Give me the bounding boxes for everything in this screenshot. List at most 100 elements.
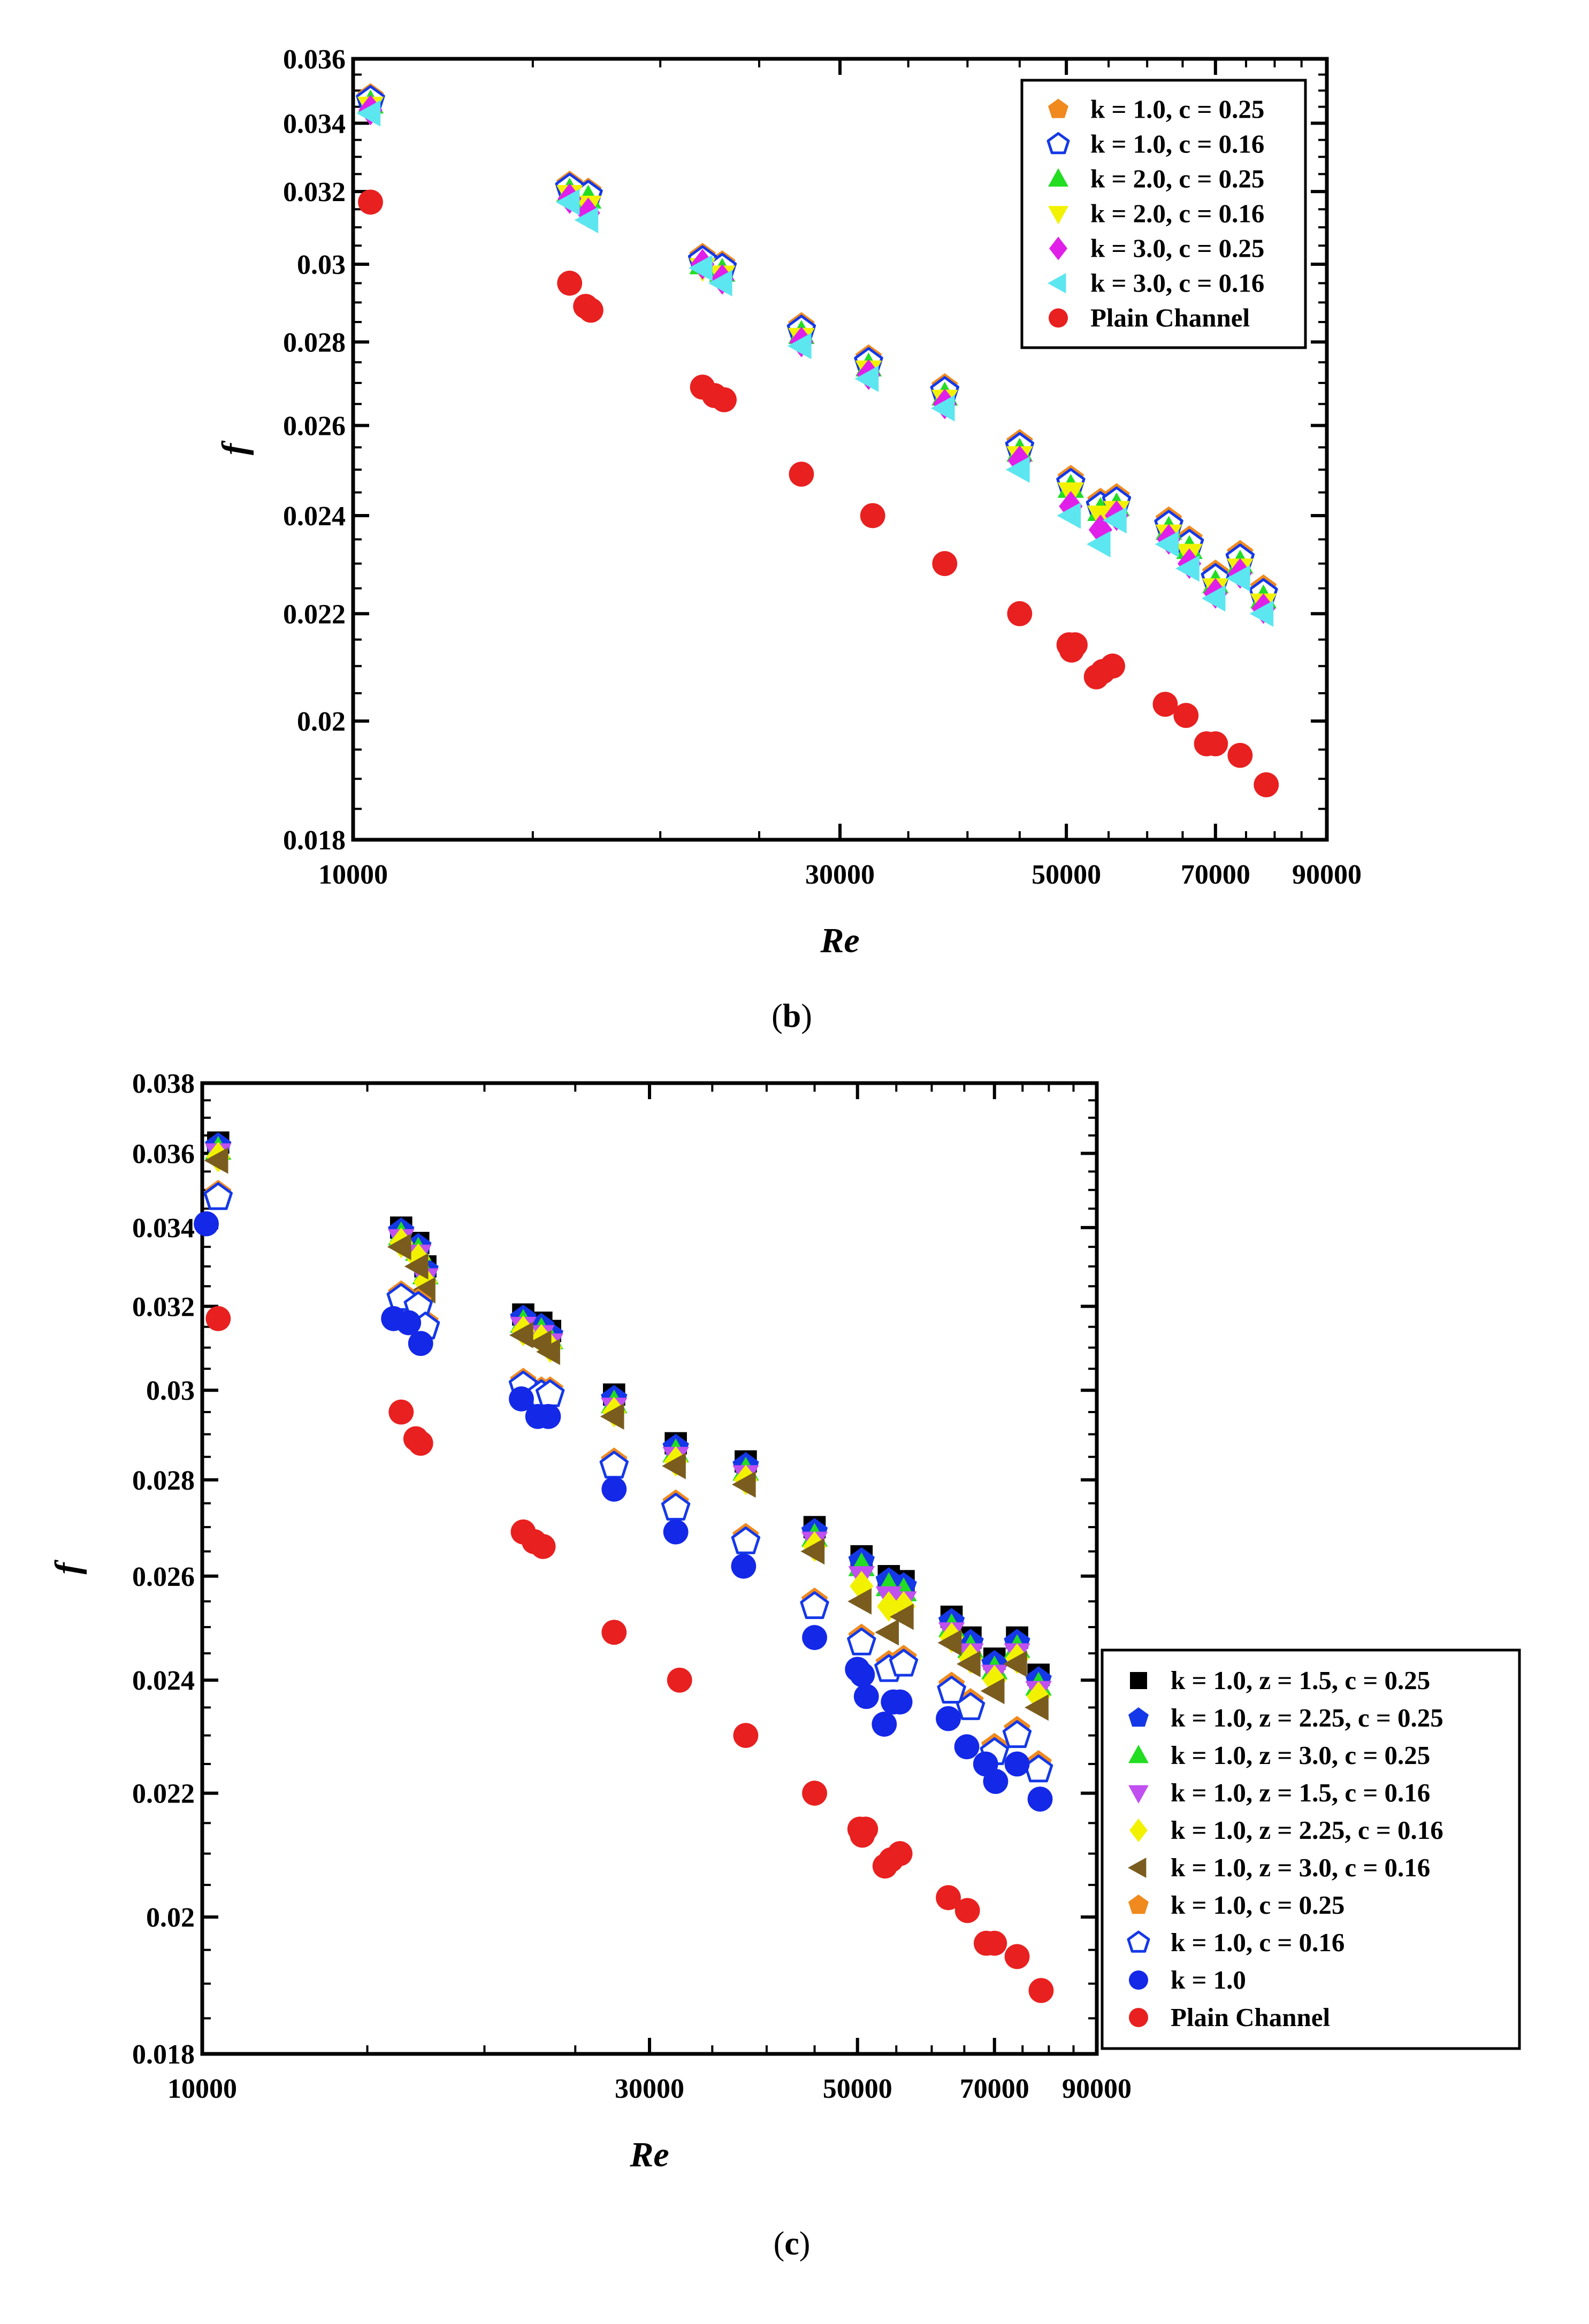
- data-point: [982, 1665, 1006, 1696]
- legend-marker: [1128, 1895, 1149, 1914]
- chart-c: 0.018 0.02 0.022 0.024 0.026 0.028 0.03 0.032 0.…: [48, 1069, 1521, 2262]
- data-point: [536, 1338, 560, 1366]
- x-axis-title: Re: [629, 2135, 669, 2174]
- y-tick-label: 0.032: [132, 1292, 195, 1322]
- x-tick-label: 50000: [1032, 860, 1101, 890]
- data-point: [1227, 742, 1253, 768]
- legend-label: k = 3.0, c = 0.16: [1090, 269, 1264, 298]
- data-point: [194, 1211, 219, 1237]
- legend-label: Plain Channel: [1090, 303, 1250, 333]
- data-point: [853, 1816, 878, 1842]
- legend-label: k = 1.0: [1171, 1965, 1246, 1995]
- legend-marker: [1129, 1819, 1148, 1842]
- data-point: [1002, 1720, 1032, 1748]
- legend: k = 1.0, z = 1.5, c = 0.25 k = 1.0, z = 2…: [1101, 1648, 1521, 2050]
- figure-caption: (b): [771, 998, 812, 1034]
- y-tick-label: 0.036: [283, 44, 346, 75]
- legend-marker: [1130, 1672, 1147, 1689]
- data-point: [1063, 632, 1088, 657]
- legend-label: k = 1.0, c = 0.25: [1171, 1890, 1344, 1920]
- legend-marker: [1127, 1930, 1150, 1953]
- x-tick-label: 50000: [823, 2074, 892, 2104]
- series-5: [356, 100, 1274, 627]
- x-tick-label: 90000: [1062, 2074, 1132, 2104]
- data-point: [662, 1453, 686, 1479]
- legend-box: [1101, 1648, 1521, 2050]
- data-point: [205, 1306, 231, 1331]
- data-point: [574, 206, 599, 234]
- data-point: [555, 189, 580, 216]
- data-point: [530, 1533, 556, 1559]
- legend-marker: [1049, 236, 1067, 260]
- x-tick-label: 70000: [960, 2074, 1029, 2104]
- y-tick-label: 0.03: [297, 250, 346, 280]
- legend-marker: [1129, 2008, 1148, 2027]
- data-point: [872, 1712, 897, 1737]
- legend-label: k = 1.0, z = 1.5, c = 0.25: [1171, 1666, 1430, 1695]
- legend-marker: [1128, 1707, 1149, 1727]
- data-point: [1201, 585, 1226, 612]
- figure-caption: (c): [774, 2226, 811, 2262]
- legend-marker: [1048, 206, 1068, 225]
- data-point: [1088, 514, 1112, 546]
- data-point: [957, 1651, 981, 1677]
- x-tick-label: 10000: [318, 860, 388, 890]
- series-0: [207, 1131, 1050, 1686]
- data-point: [414, 1267, 438, 1298]
- data-point: [388, 1399, 414, 1425]
- data-point: [406, 1243, 430, 1274]
- y-tick-label: 0.024: [283, 501, 346, 532]
- data-point: [1057, 502, 1081, 529]
- data-point: [956, 1692, 986, 1720]
- data-point: [387, 1233, 411, 1260]
- data-point: [1004, 1751, 1030, 1777]
- y-tick-label: 0.024: [132, 1666, 195, 1696]
- y-tick-label: 0.028: [132, 1466, 195, 1496]
- data-point: [204, 1147, 228, 1174]
- series-4: [206, 1141, 1051, 1712]
- data-point: [601, 1620, 627, 1645]
- data-point: [1203, 731, 1228, 757]
- y-tick-label: 0.034: [132, 1213, 195, 1244]
- legend-label: Plain Channel: [1171, 2003, 1330, 2032]
- y-tick-label: 0.036: [132, 1139, 195, 1169]
- data-point: [789, 462, 814, 487]
- legend-marker: [1049, 308, 1068, 328]
- x-tick-label: 10000: [167, 2074, 237, 2104]
- data-point: [408, 1331, 433, 1356]
- data-point: [731, 1526, 761, 1554]
- legend-label: k = 1.0, z = 2.25, c = 0.16: [1171, 1815, 1443, 1845]
- legend-marker: [1048, 168, 1068, 187]
- data-point: [731, 1553, 757, 1579]
- data-point: [980, 1677, 1005, 1705]
- data-point: [1028, 1978, 1054, 2003]
- data-point: [850, 1570, 874, 1602]
- data-point: [1005, 456, 1030, 483]
- data-point: [578, 297, 603, 323]
- legend-marker: [1128, 1785, 1149, 1804]
- series-3: [205, 1143, 1052, 1705]
- data-point: [982, 1930, 1007, 1956]
- y-tick-label: 0.032: [283, 177, 346, 208]
- data-point: [689, 255, 713, 281]
- legend-label: k = 1.0, z = 3.0, c = 0.16: [1171, 1853, 1430, 1882]
- data-point: [1173, 703, 1199, 728]
- data-point: [1007, 601, 1033, 626]
- data-point: [1086, 531, 1111, 558]
- data-point: [877, 1591, 901, 1622]
- chart-b: 0.018 0.02 0.022 0.024 0.026 0.028 0.03 0.032 0.…: [215, 44, 1362, 1034]
- data-point: [937, 1676, 966, 1704]
- data-point: [787, 333, 812, 359]
- data-point: [891, 1591, 916, 1622]
- data-point: [509, 1322, 533, 1348]
- data-point: [887, 1689, 913, 1715]
- legend-marker: [1128, 1858, 1147, 1878]
- data-point: [802, 1781, 827, 1806]
- legend-marker: [1046, 132, 1070, 155]
- data-point: [936, 1706, 961, 1731]
- legend-marker: [1128, 1745, 1149, 1763]
- y-tick-label: 0.028: [283, 327, 346, 358]
- legend-label: k = 1.0, c = 0.16: [1171, 1928, 1344, 1957]
- data-point: [404, 1253, 429, 1280]
